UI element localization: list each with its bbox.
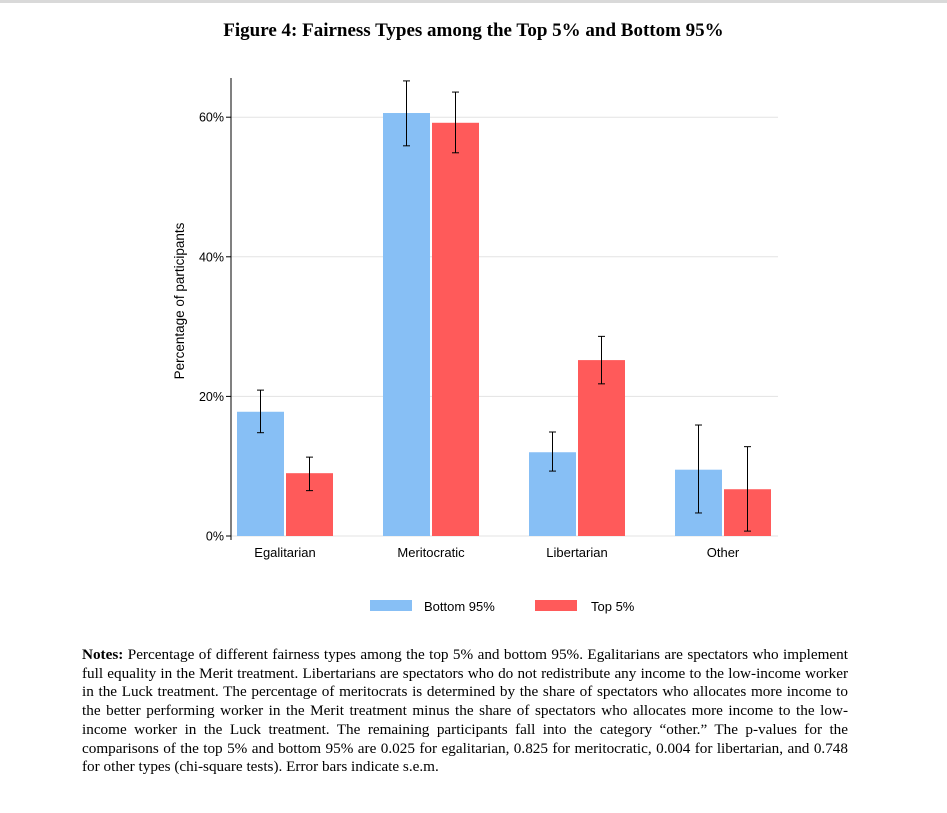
bar-chart: 0% 20% 40% 60% Egalitarian Meritocratic Libert… bbox=[172, 78, 778, 614]
legend-swatch-bottom-95 bbox=[370, 600, 412, 611]
y-tick-label: 20% bbox=[199, 390, 224, 404]
axes: 0% 20% 40% 60% Egalitarian Meritocratic Libert… bbox=[199, 78, 740, 560]
notes-label: Notes: bbox=[82, 646, 124, 663]
y-axis-label: Percentage of participants bbox=[172, 222, 187, 379]
legend: Bottom 95% Top 5% bbox=[370, 599, 635, 614]
legend-label-top-5: Top 5% bbox=[591, 599, 635, 614]
y-tick-label: 60% bbox=[199, 111, 224, 125]
x-tick-label: Other bbox=[707, 545, 740, 560]
legend-swatch-top-5 bbox=[535, 600, 577, 611]
bars bbox=[237, 80, 771, 537]
figure-title: Figure 4: Fairness Types among the Top 5… bbox=[223, 20, 724, 41]
x-tick-label: Meritocratic bbox=[397, 545, 465, 560]
bar-meritocratic-top-5 bbox=[432, 122, 479, 536]
y-tick-label: 0% bbox=[206, 530, 224, 544]
bar-meritocratic-bottom-95 bbox=[383, 113, 430, 537]
x-tick-label: Libertarian bbox=[546, 545, 607, 560]
notes-text: Percentage of different fairness types a… bbox=[82, 646, 848, 776]
figure-notes: Notes: Percentage of different fairness … bbox=[82, 646, 848, 777]
page-top-border bbox=[0, 0, 947, 3]
y-tick-label: 40% bbox=[199, 250, 224, 264]
x-tick-label: Egalitarian bbox=[254, 545, 315, 560]
legend-label-bottom-95: Bottom 95% bbox=[424, 599, 495, 614]
bar-libertarian-top-5 bbox=[578, 360, 625, 536]
